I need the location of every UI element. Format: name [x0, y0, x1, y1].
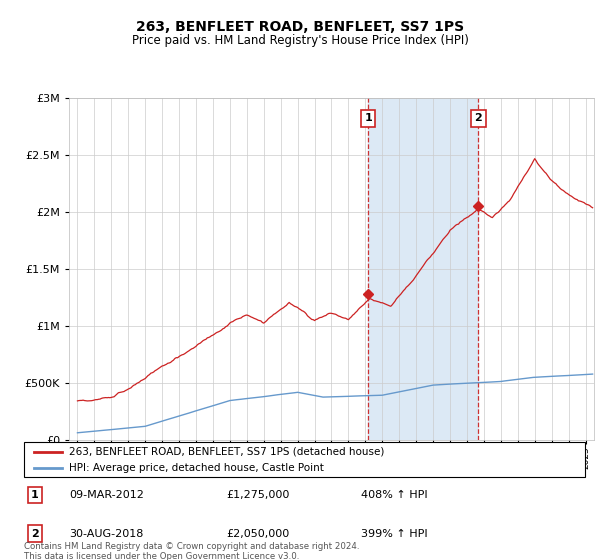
- Bar: [368, 98, 478, 440]
- Text: 263, BENFLEET ROAD, BENFLEET, SS7 1PS: 263, BENFLEET ROAD, BENFLEET, SS7 1PS: [136, 20, 464, 34]
- Text: Contains HM Land Registry data © Crown copyright and database right 2024.
This d: Contains HM Land Registry data © Crown c…: [24, 542, 359, 560]
- Text: 30-AUG-2018: 30-AUG-2018: [69, 529, 143, 539]
- Text: £2,050,000: £2,050,000: [226, 529, 289, 539]
- FancyBboxPatch shape: [24, 442, 585, 477]
- Text: 1: 1: [364, 114, 372, 124]
- Text: 408% ↑ HPI: 408% ↑ HPI: [361, 489, 427, 500]
- Text: 399% ↑ HPI: 399% ↑ HPI: [361, 529, 427, 539]
- Text: 2: 2: [31, 529, 38, 539]
- Text: 2: 2: [475, 114, 482, 124]
- Text: 263, BENFLEET ROAD, BENFLEET, SS7 1PS (detached house): 263, BENFLEET ROAD, BENFLEET, SS7 1PS (d…: [69, 447, 384, 457]
- Text: Price paid vs. HM Land Registry's House Price Index (HPI): Price paid vs. HM Land Registry's House …: [131, 34, 469, 46]
- Text: 09-MAR-2012: 09-MAR-2012: [69, 489, 144, 500]
- Text: HPI: Average price, detached house, Castle Point: HPI: Average price, detached house, Cast…: [69, 463, 324, 473]
- Text: £1,275,000: £1,275,000: [226, 489, 289, 500]
- Text: 1: 1: [31, 489, 38, 500]
